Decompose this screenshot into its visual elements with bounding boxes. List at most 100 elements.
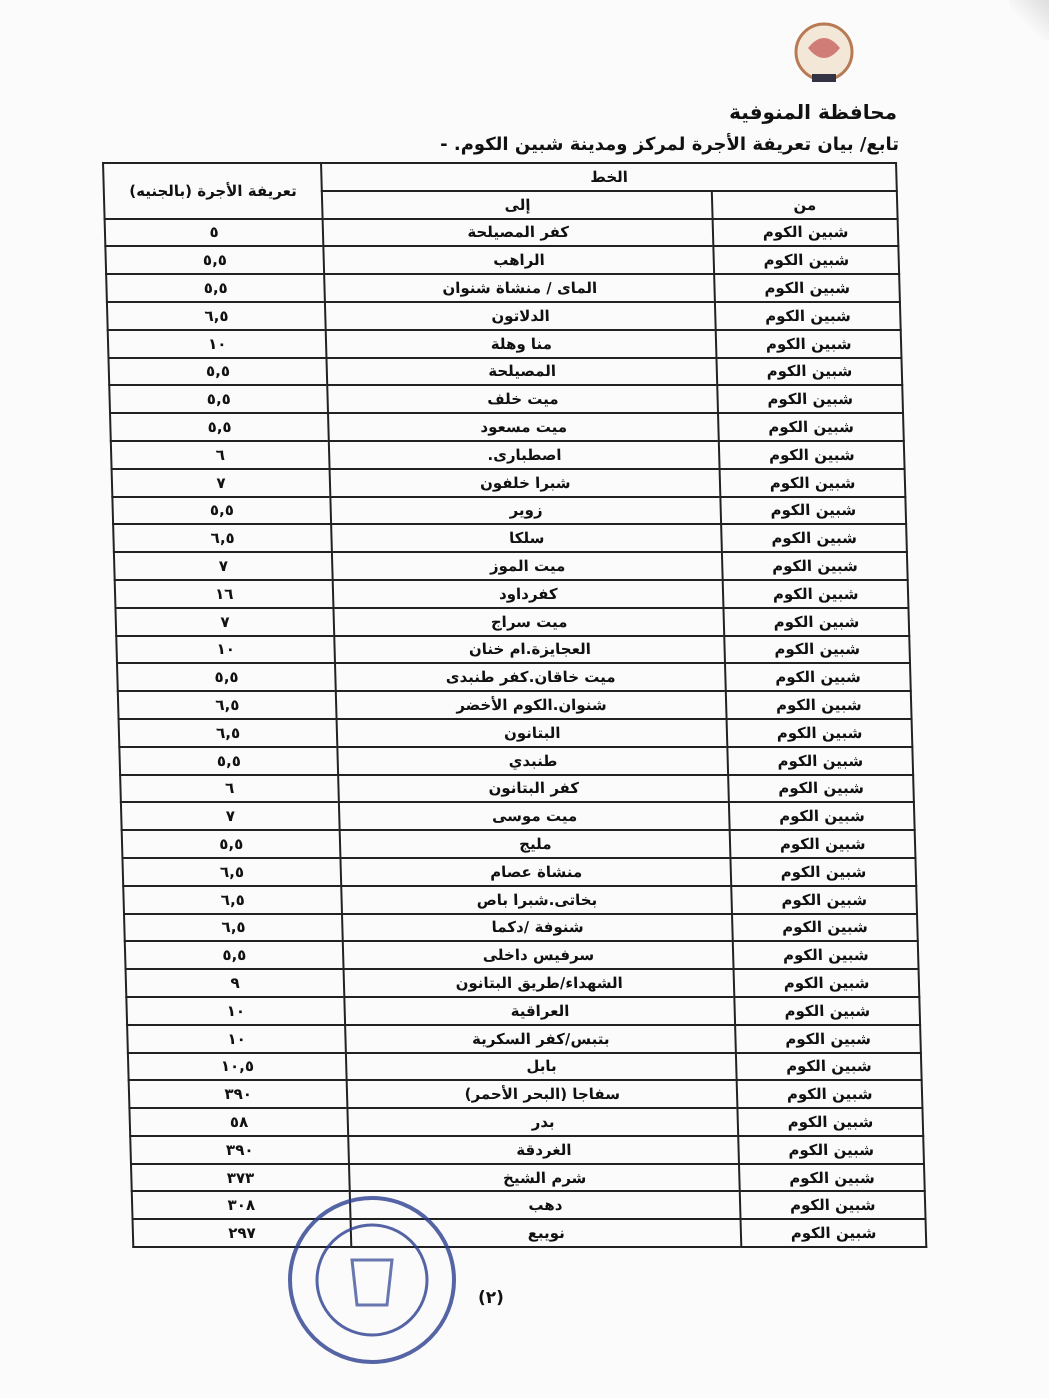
- cell-to: سرفيس داخلى: [343, 941, 734, 970]
- cell-fare: ٦: [120, 774, 340, 803]
- cell-fare: ٦: [110, 440, 330, 469]
- cell-fare: ٣٩٠: [128, 1080, 348, 1109]
- cell-to: ميت خلف: [327, 385, 719, 414]
- cell-to: شنوان.الكوم الأخضر: [336, 691, 727, 719]
- table-row: شبين الكوم الشهداء/طريق البتانون ٩: [125, 969, 920, 997]
- table-row: شبين الكوم شبرا خلفون ٧: [111, 468, 906, 497]
- cell-to: بخاتى.شبرا باص: [341, 885, 733, 914]
- cell-to: سلكا: [331, 524, 723, 553]
- cell-from: شبين الكوم: [726, 718, 913, 747]
- cell-from: شبين الكوم: [724, 635, 911, 664]
- cell-fare: ٣٧٣: [130, 1163, 351, 1192]
- cell-from: شبين الكوم: [727, 746, 914, 775]
- table-row: شبين الكوم الماى / منشاة شنوان ٥,٥: [106, 274, 900, 302]
- table-row: شبين الكوم العراقية ١٠: [126, 996, 921, 1025]
- cell-from: شبين الكوم: [737, 1108, 924, 1136]
- cell-to: اصطبارى.: [329, 440, 720, 469]
- cell-to: المصيلحة: [326, 357, 718, 386]
- table-row: شبين الكوم بتبس/كفر السكرية ١٠: [127, 1024, 921, 1053]
- cell-to: شبرا خلفون: [329, 468, 721, 497]
- official-stamp: [288, 1196, 456, 1364]
- cell-fare: ٦,٥: [117, 691, 337, 719]
- cell-fare: ٥: [104, 218, 324, 247]
- cell-from: شبين الكوم: [732, 913, 918, 942]
- cell-fare: ٦,٥: [106, 301, 327, 330]
- cell-to: البتانون: [336, 718, 728, 747]
- cell-to: منا وهلة: [326, 329, 717, 358]
- cell-from: شبين الكوم: [714, 274, 900, 302]
- table-row: شبين الكوم كفرداود ١٦: [114, 579, 909, 608]
- cell-to: ميت خاقان.كفر طنبدى: [335, 663, 726, 692]
- cell-fare: ١٦: [114, 579, 334, 608]
- cell-fare: ١٠: [107, 329, 327, 358]
- cell-from: شبين الكوم: [740, 1219, 927, 1248]
- table-row: شبين الكوم الراهب ٥,٥: [105, 246, 900, 275]
- cell-to: بابل: [346, 1052, 737, 1081]
- table-row: شبين الكوم ميت مسعود ٥,٥: [110, 413, 904, 441]
- cell-from: شبين الكوم: [722, 552, 908, 580]
- cell-fare: ٦,٥: [122, 857, 342, 886]
- cell-from: شبين الكوم: [713, 246, 900, 275]
- cell-to: مليج: [339, 830, 731, 858]
- table-row: شبين الكوم شنوفة /دكما ٦,٥: [123, 913, 918, 942]
- cell-fare: ٧: [111, 468, 331, 497]
- col-line-header: الخط: [321, 163, 897, 191]
- table-row: شبين الكوم كفر المصيلحة ٥: [104, 218, 899, 247]
- cell-from: شبين الكوم: [728, 774, 914, 803]
- cell-fare: ١٠: [116, 635, 336, 664]
- cell-to: ميت موسى: [339, 802, 730, 831]
- cell-to: بدر: [347, 1108, 739, 1136]
- table-row: شبين الكوم مليج ٥,٥: [121, 830, 916, 858]
- cell-from: شبين الكوم: [719, 468, 906, 497]
- cell-fare: ٩: [125, 969, 345, 997]
- cell-from: شبين الكوم: [722, 579, 909, 608]
- governorate-title: محافظة المنوفية: [729, 100, 897, 124]
- table-row: شبين الكوم شنوان.الكوم الأخضر ٦,٥: [117, 691, 912, 719]
- cell-fare: ٦,٥: [118, 718, 338, 747]
- cell-from: شبين الكوم: [736, 1052, 922, 1081]
- cell-fare: ٧: [113, 552, 334, 580]
- table-row: شبين الكوم بخاتى.شبرا باص ٦,٥: [123, 885, 917, 914]
- col-to-header: إلى: [322, 190, 713, 219]
- cell-from: شبين الكوم: [735, 1024, 921, 1053]
- table-row: شبين الكوم بدر ٥٨: [129, 1108, 924, 1136]
- cell-to: الماى / منشاة شنوان: [324, 274, 716, 302]
- table-row: شبين الكوم العجايزة.ام خنان ١٠: [116, 635, 911, 664]
- cell-to: العجايزة.ام خنان: [334, 635, 726, 664]
- cell-to: كفر البتانون: [338, 774, 730, 803]
- cell-to: الدلاتون: [325, 301, 716, 330]
- cell-to: ميت الموز: [332, 552, 723, 580]
- table-row: شبين الكوم سفاجا (البحر الأحمر) ٣٩٠: [128, 1080, 923, 1109]
- cell-to: كفر المصيلحة: [322, 218, 714, 247]
- fare-table: الخط تعريفة الأجرة (بالجنيه) من إلى شبين…: [102, 162, 927, 1248]
- table-row: شبين الكوم البتانون ٦,٥: [118, 718, 913, 747]
- cell-from: شبين الكوم: [738, 1135, 924, 1164]
- cell-from: شبين الكوم: [733, 969, 920, 997]
- cell-to: الغردقة: [348, 1135, 740, 1164]
- cell-from: شبين الكوم: [718, 413, 904, 441]
- cell-from: شبين الكوم: [719, 440, 905, 469]
- table-row: شبين الكوم منشاة عصام ٦,٥: [122, 857, 917, 886]
- table-row: شبين الكوم ميت موسى ٧: [120, 802, 915, 831]
- cell-from: شبين الكوم: [712, 218, 899, 247]
- cell-fare: ٦,٥: [123, 885, 343, 914]
- table-row: شبين الكوم ميت خاقان.كفر طنبدى ٥,٥: [117, 663, 911, 692]
- cell-to: شنوفة /دكما: [342, 913, 733, 942]
- cell-fare: ١٠: [127, 1024, 347, 1053]
- cell-to: الراهب: [323, 246, 715, 275]
- cell-fare: ٥,٥: [106, 274, 326, 302]
- table-row: شبين الكوم اصطبارى. ٦: [110, 440, 905, 469]
- table-row: شبين الكوم طنبدي ٥,٥: [119, 746, 914, 775]
- cell-from: شبين الكوم: [739, 1163, 925, 1192]
- cell-fare: ٧: [120, 802, 340, 831]
- cell-fare: ٥,٥: [110, 413, 330, 441]
- table-row: شبين الكوم كفر البتانون ٦: [120, 774, 914, 803]
- cell-fare: ٥,٥: [124, 941, 344, 970]
- cell-from: شبين الكوم: [715, 329, 902, 358]
- cell-from: شبين الكوم: [736, 1080, 923, 1109]
- cell-fare: ١٠,٥: [127, 1052, 347, 1081]
- cell-to: العراقية: [344, 996, 736, 1025]
- cell-from: شبين الكوم: [716, 357, 903, 386]
- cell-fare: ٥٨: [129, 1108, 349, 1136]
